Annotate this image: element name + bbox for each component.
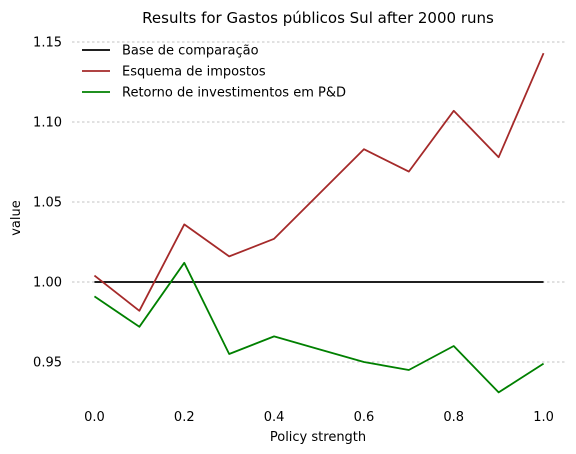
series-lines bbox=[93, 52, 545, 394]
y-tick-label: 1.00 bbox=[33, 276, 62, 291]
x-tick-label: 0.4 bbox=[264, 410, 285, 425]
legend-label: Base de comparação bbox=[122, 44, 259, 59]
x-tick-label: 0.0 bbox=[84, 410, 105, 425]
series-line bbox=[93, 52, 545, 312]
x-tick-label: 0.6 bbox=[354, 410, 375, 425]
x-tick-label: 0.8 bbox=[443, 410, 464, 425]
y-tick-label: 0.95 bbox=[33, 356, 62, 371]
y-tick-label: 1.15 bbox=[33, 36, 62, 51]
legend-label: Retorno de investimentos em P&D bbox=[122, 86, 346, 101]
y-axis-label: value bbox=[9, 200, 24, 236]
x-tick-label: 0.2 bbox=[174, 410, 195, 425]
y-tick-label: 1.05 bbox=[33, 196, 62, 211]
chart-title: Results for Gastos públicos Sul after 20… bbox=[142, 9, 494, 27]
series-line bbox=[93, 261, 545, 394]
x-axis-label: Policy strength bbox=[270, 430, 366, 445]
x-axis-ticks: 0.0 0.2 0.4 0.6 0.8 1.0 bbox=[84, 410, 554, 425]
y-tick-label: 1.10 bbox=[33, 116, 62, 131]
legend-label: Esquema de impostos bbox=[122, 65, 266, 80]
x-tick-label: 1.0 bbox=[533, 410, 554, 425]
y-axis-ticks: 0.95 1.00 1.05 1.10 1.15 bbox=[33, 36, 62, 371]
legend: Base de comparação Esquema de impostos Ret… bbox=[82, 44, 346, 101]
